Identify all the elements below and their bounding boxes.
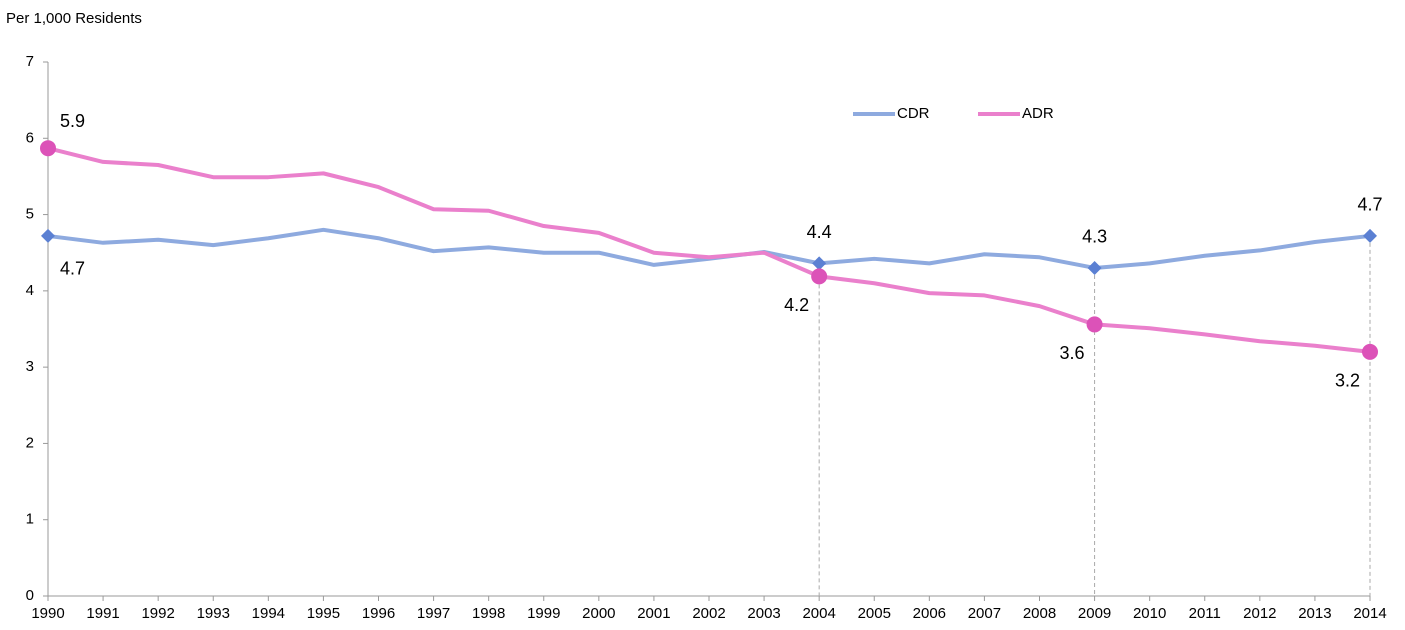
marker [1087,260,1102,275]
y-tick-label: 6 [26,129,34,146]
data-label: 3.6 [1060,343,1085,363]
marker [40,140,56,157]
x-tick-label: 1997 [417,605,450,622]
x-tick-label: 1999 [527,605,560,622]
x-tick-label: 1994 [252,605,285,622]
data-label: 4.7 [1357,195,1382,215]
x-tick-label: 2009 [1078,605,1111,622]
marker [812,256,827,271]
x-tick-label: 2006 [913,605,946,622]
marker [41,228,55,243]
x-tick-label: 1998 [472,605,505,622]
x-tick-label: 2013 [1298,605,1331,622]
x-tick-label: 1996 [362,605,395,622]
legend-label: ADR [1022,105,1054,122]
y-tick-label: 0 [26,587,34,604]
x-tick-label: 1993 [197,605,230,622]
x-tick-label: 2004 [802,605,835,622]
data-label: 4.2 [784,295,809,315]
x-tick-label: 2002 [692,605,725,622]
x-tick-label: 2008 [1023,605,1056,622]
y-tick-label: 7 [26,53,34,70]
x-tick-label: 2007 [968,605,1001,622]
marker [1086,316,1103,333]
x-tick-label: 2014 [1353,605,1386,622]
x-tick-label: 2003 [747,605,780,622]
x-tick-label: 2012 [1243,605,1276,622]
x-tick-label: 1995 [307,605,340,622]
y-tick-label: 4 [26,282,34,299]
y-axis-label: Per 1,000 Residents [6,10,142,27]
data-label: 4.4 [807,222,832,242]
x-tick-label: 1992 [141,605,174,622]
x-tick-label: 2001 [637,605,670,622]
marker [1362,343,1378,360]
data-label: 5.9 [60,111,85,131]
x-tick-label: 2005 [858,605,891,622]
x-tick-label: 1990 [31,605,64,622]
y-tick-label: 5 [26,206,34,223]
x-tick-label: 2010 [1133,605,1166,622]
y-tick-label: 1 [26,511,34,528]
x-tick-label: 2000 [582,605,615,622]
marker [1363,228,1377,243]
y-tick-label: 3 [26,358,34,375]
y-tick-label: 2 [26,434,34,451]
series-line [47,227,1371,270]
data-label: 4.3 [1082,227,1107,247]
x-tick-label: 2011 [1189,605,1221,622]
series-line [47,146,1371,354]
data-label: 4.7 [60,259,85,279]
legend-label: CDR [897,105,930,122]
marker [811,268,828,285]
data-label: 3.2 [1335,371,1360,391]
x-tick-label: 1991 [86,605,119,622]
